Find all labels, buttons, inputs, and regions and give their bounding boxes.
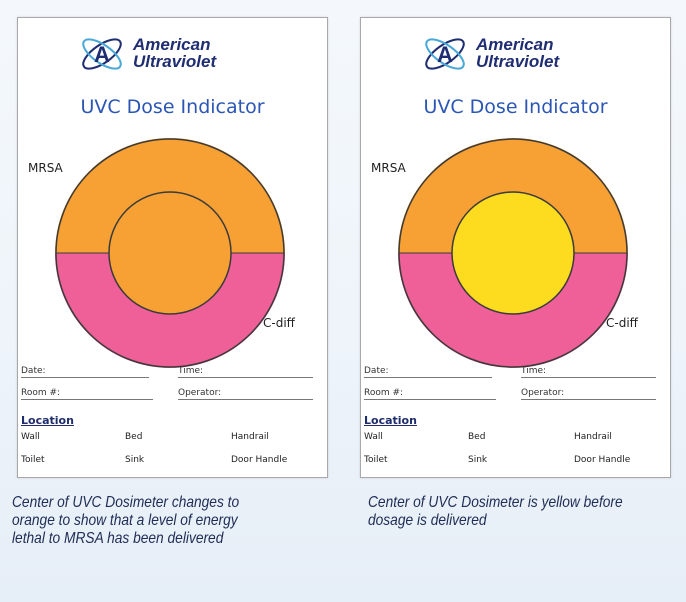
- dose-indicator-card-left: A American Ultraviolet UVC Dose Indicato…: [17, 17, 328, 478]
- brand-line2: Ultraviolet: [133, 52, 217, 71]
- caption-right: Center of UVC Dosimeter is yellow before…: [368, 494, 623, 530]
- operator-field: Operator:: [178, 387, 313, 400]
- caption-right-line: dosage is delivered: [368, 512, 487, 529]
- caption-left-line: orange to show that a level of energy: [12, 512, 238, 529]
- atom-logo-icon: A: [82, 38, 122, 70]
- dose-dial: [55, 138, 285, 368]
- location-door-handle: Door Handle: [574, 455, 631, 465]
- dose-indicator-card-right: A American Ultraviolet UVC Dose Indicato…: [360, 17, 671, 478]
- brand-line1: American: [133, 35, 211, 54]
- caption-right-line: Center of UVC Dosimeter is yellow before: [368, 494, 623, 511]
- location-bed: Bed: [468, 432, 486, 442]
- location-toilet: Toilet: [364, 455, 388, 465]
- location-heading: Location: [364, 414, 417, 427]
- caption-left-line: Center of UVC Dosimeter changes to: [12, 494, 240, 511]
- location-toilet: Toilet: [21, 455, 45, 465]
- mrsa-label: MRSA: [28, 161, 63, 175]
- caption-left: Center of UVC Dosimeter changes to orang…: [12, 494, 239, 548]
- room-field: Room #:: [364, 387, 496, 400]
- atom-logo-icon: A: [425, 38, 465, 70]
- location-door-handle: Door Handle: [231, 455, 288, 465]
- card-title: UVC Dose Indicator: [80, 96, 265, 118]
- brand-name: American Ultraviolet: [133, 36, 216, 70]
- time-field: Time:: [178, 365, 313, 378]
- caption-left-line: lethal to MRSA has been delivered: [12, 530, 224, 547]
- location-wall: Wall: [21, 432, 40, 442]
- mrsa-label: MRSA: [371, 161, 406, 175]
- operator-field: Operator:: [521, 387, 656, 400]
- location-heading: Location: [21, 414, 74, 427]
- dial-center-indicator: [108, 191, 232, 315]
- brand-logo: A American Ultraviolet: [421, 30, 621, 80]
- svg-text:A: A: [94, 42, 110, 67]
- date-field: Date:: [364, 365, 492, 378]
- brand-logo: A American Ultraviolet: [78, 30, 278, 80]
- location-sink: Sink: [125, 455, 145, 465]
- svg-text:A: A: [437, 42, 453, 67]
- cdiff-label: C-diff: [606, 316, 638, 330]
- date-field: Date:: [21, 365, 149, 378]
- room-field: Room #:: [21, 387, 153, 400]
- location-sink: Sink: [468, 455, 488, 465]
- card-title: UVC Dose Indicator: [423, 96, 608, 118]
- brand-line2: Ultraviolet: [476, 52, 560, 71]
- location-bed: Bed: [125, 432, 143, 442]
- location-handrail: Handrail: [574, 432, 612, 442]
- location-wall: Wall: [364, 432, 383, 442]
- location-handrail: Handrail: [231, 432, 269, 442]
- dose-dial: [398, 138, 628, 368]
- brand-name: American Ultraviolet: [476, 36, 559, 70]
- time-field: Time:: [521, 365, 656, 378]
- brand-line1: American: [476, 35, 554, 54]
- cdiff-label: C-diff: [263, 316, 295, 330]
- dial-center-indicator: [451, 191, 575, 315]
